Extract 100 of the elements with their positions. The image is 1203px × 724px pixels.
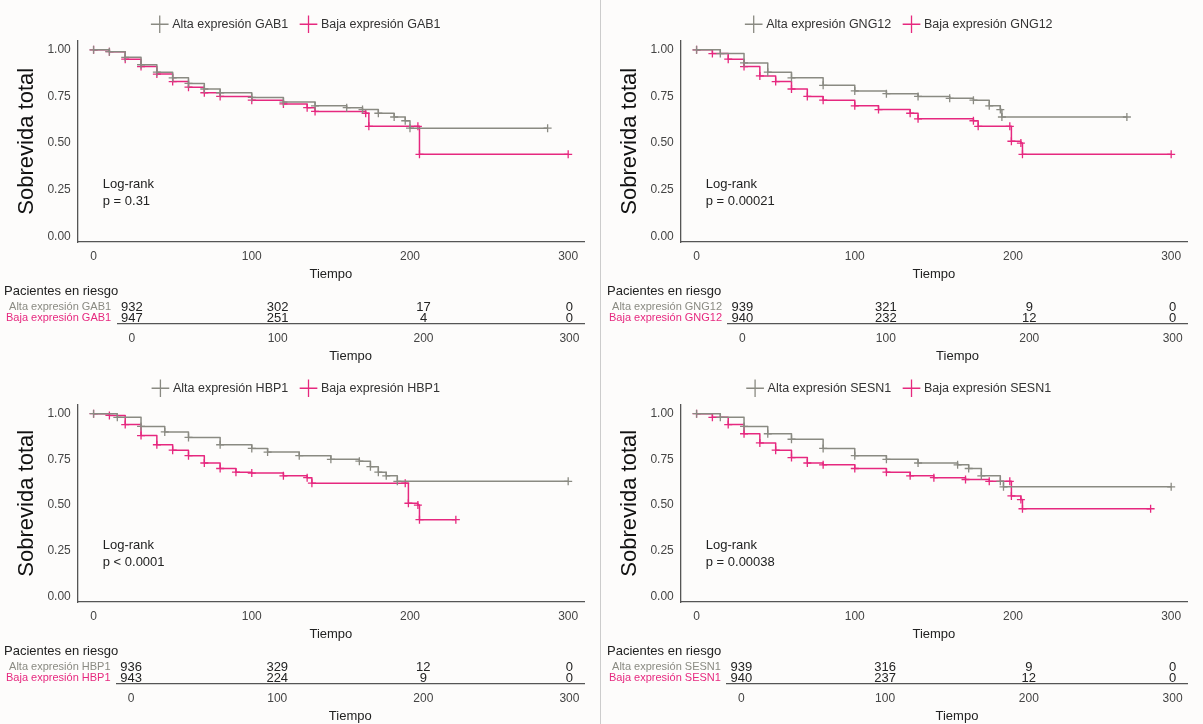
- point: [302, 103, 312, 113]
- data-label: 0: [1169, 658, 1177, 674]
- y-axis-title: Sobrevida total: [616, 67, 642, 215]
- point: [997, 112, 1007, 122]
- data-label: 932: [120, 298, 143, 314]
- y-tick-label: 0.50: [650, 135, 675, 150]
- data-label: 936: [120, 658, 143, 674]
- point: [152, 440, 162, 450]
- x-tick-label: 200: [1019, 330, 1040, 345]
- y-tick-label: 0.00: [47, 228, 72, 243]
- data-label: 0: [1169, 298, 1177, 314]
- y-tick-label: 1.00: [47, 42, 72, 57]
- x-axis-title: Tiempo: [309, 625, 353, 641]
- x-tick-label: 300: [558, 248, 579, 263]
- x-axis-title: Tiempo: [912, 625, 956, 641]
- x-axis-title: Tiempo: [329, 347, 373, 363]
- point: [818, 460, 828, 470]
- point: [310, 101, 320, 111]
- point: [326, 454, 336, 465]
- y-tick-label: 0.50: [47, 135, 72, 150]
- y-tick-label: 0.25: [47, 543, 72, 558]
- point: [818, 95, 828, 105]
- point: [739, 421, 749, 432]
- point: [160, 427, 170, 437]
- point: [739, 429, 749, 439]
- point: [215, 88, 225, 98]
- y-tick-label: 0.75: [47, 451, 72, 466]
- point: [913, 114, 923, 124]
- x-axis-title: Tiempo: [936, 347, 979, 363]
- point: [413, 500, 423, 510]
- data-label: 9: [1025, 298, 1033, 314]
- y-tick-label: Baja expresión HBP1: [6, 671, 111, 684]
- annotation: p = 0.31: [102, 192, 151, 208]
- y-tick-label: 0.75: [47, 88, 72, 103]
- x-tick-label: 100: [844, 248, 866, 263]
- point: [913, 458, 923, 468]
- x-tick-label: 200: [1002, 248, 1024, 263]
- annotation: p = 0.00021: [705, 192, 775, 208]
- legend-label: Alta expresión GNG12: [766, 16, 892, 31]
- y-tick-label: 0.00: [650, 588, 675, 603]
- x-tick-label: 100: [241, 248, 263, 263]
- point: [136, 430, 146, 441]
- y-axis-title: Sobrevida total: [13, 67, 39, 215]
- chart-title: Pacientes en riesgo: [4, 643, 119, 659]
- data-label: 0: [565, 658, 574, 674]
- x-tick-label: 0: [127, 690, 135, 705]
- x-tick-label: 200: [399, 608, 421, 623]
- x-tick-label: 300: [559, 690, 580, 705]
- point: [802, 458, 812, 468]
- x-tick-label: 300: [1161, 608, 1182, 623]
- annotation: p < 0.0001: [102, 553, 165, 569]
- x-tick-label: 0: [739, 330, 747, 345]
- data-label: 302: [266, 298, 289, 314]
- point: [136, 421, 146, 432]
- data-label: 9: [1025, 658, 1033, 674]
- point: [231, 467, 241, 477]
- legend-label: Baja expresión GAB1: [321, 16, 441, 31]
- point: [389, 112, 399, 122]
- point: [215, 463, 225, 474]
- x-tick-label: 200: [399, 248, 421, 263]
- y-tick-label: 0.75: [650, 88, 675, 103]
- point: [215, 440, 225, 450]
- y-tick-label: 0.00: [650, 228, 675, 243]
- point: [405, 123, 415, 133]
- data-label: 12: [416, 658, 431, 674]
- x-tick-label: 0: [693, 248, 701, 263]
- point: [1016, 494, 1026, 505]
- annotation: p = 0.00038: [705, 553, 775, 569]
- point: [451, 515, 461, 525]
- y-tick-label: 0.25: [650, 182, 675, 197]
- annotation: Log-rank: [102, 175, 155, 191]
- point: [786, 84, 797, 94]
- y-tick-label: 0.75: [650, 451, 675, 466]
- point: [818, 80, 828, 90]
- y-tick-label: Baja expresión SESN1: [608, 671, 721, 684]
- chart-title: Pacientes en riesgo: [607, 283, 722, 299]
- x-tick-label: 0: [128, 330, 136, 345]
- y-axis-title: Sobrevida total: [13, 429, 39, 577]
- x-tick-label: 200: [1002, 608, 1024, 623]
- x-tick-label: 100: [267, 690, 288, 705]
- point: [913, 91, 923, 102]
- x-tick-label: 300: [558, 608, 579, 623]
- x-tick-label: 0: [90, 248, 98, 263]
- annotation: Log-rank: [705, 536, 758, 552]
- y-tick-label: 1.00: [650, 42, 675, 57]
- point: [850, 86, 860, 96]
- x-axis-title: Tiempo: [309, 265, 353, 281]
- x-axis-title: Tiempo: [912, 265, 956, 281]
- y-tick-label: 0.25: [650, 543, 675, 558]
- y-tick-label: 1.00: [650, 405, 675, 420]
- point: [818, 443, 828, 454]
- y-tick-label: Alta expresión HBP1: [9, 660, 111, 673]
- y-tick-label: Baja expresión GAB1: [6, 311, 112, 324]
- data-label: 329: [266, 658, 289, 674]
- x-tick-label: 100: [241, 608, 263, 623]
- y-tick-label: Alta expresión GAB1: [9, 300, 112, 313]
- point: [1016, 138, 1026, 148]
- x-tick-label: 300: [1162, 330, 1183, 345]
- point: [262, 447, 273, 457]
- data-label: 939: [731, 298, 754, 314]
